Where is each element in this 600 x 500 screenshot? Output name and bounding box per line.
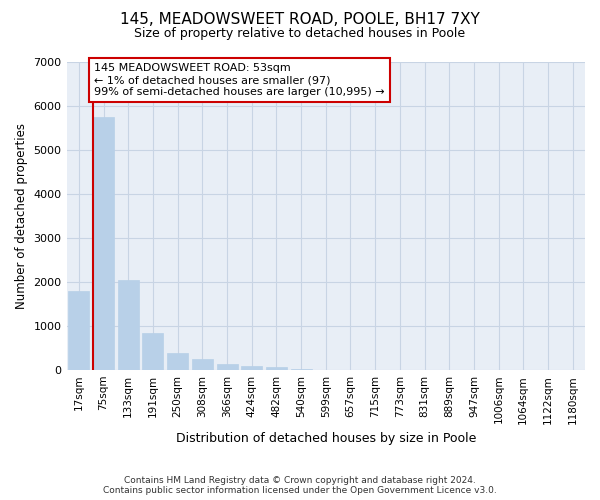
Bar [290,369,311,370]
Text: Size of property relative to detached houses in Poole: Size of property relative to detached ho… [134,28,466,40]
Bar [266,368,287,370]
Bar [93,116,114,370]
Text: Contains HM Land Registry data © Crown copyright and database right 2024.
Contai: Contains HM Land Registry data © Crown c… [103,476,497,495]
Bar [192,359,213,370]
Bar [241,366,262,370]
Text: 145, MEADOWSWEET ROAD, POOLE, BH17 7XY: 145, MEADOWSWEET ROAD, POOLE, BH17 7XY [120,12,480,28]
X-axis label: Distribution of detached houses by size in Poole: Distribution of detached houses by size … [176,432,476,445]
Bar [217,364,238,370]
Bar [142,334,163,370]
Bar [68,290,89,370]
Bar [118,280,139,370]
Text: 145 MEADOWSWEET ROAD: 53sqm
← 1% of detached houses are smaller (97)
99% of semi: 145 MEADOWSWEET ROAD: 53sqm ← 1% of deta… [94,64,385,96]
Bar [167,354,188,370]
Y-axis label: Number of detached properties: Number of detached properties [15,123,28,309]
